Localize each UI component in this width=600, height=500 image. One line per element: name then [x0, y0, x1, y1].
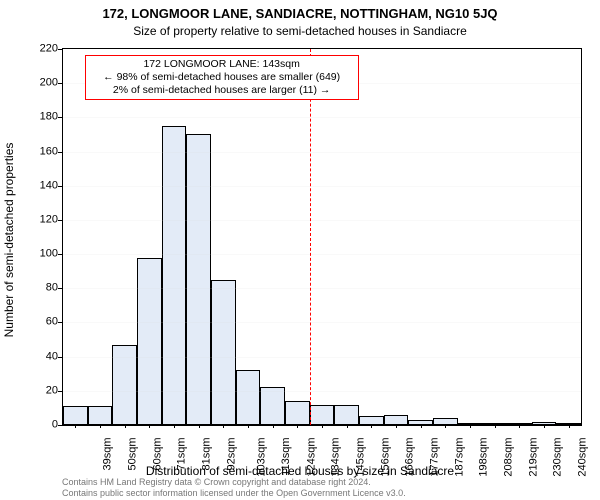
x-tick-mark: [347, 424, 348, 428]
footnote-line1: Contains HM Land Registry data © Crown c…: [62, 477, 582, 487]
y-tick-mark: [58, 220, 62, 221]
x-tick-mark: [248, 424, 249, 428]
y-tick-label: 40: [23, 351, 58, 362]
bar: [88, 406, 113, 425]
bar: [211, 280, 236, 425]
y-tick-mark: [58, 288, 62, 289]
x-axis-label: Distribution of semi-detached houses by …: [0, 464, 600, 478]
x-tick-mark: [297, 424, 298, 428]
annotation-line1: 172 LONGMOOR LANE: 143sqm: [92, 58, 352, 71]
title-main: 172, LONGMOOR LANE, SANDIACRE, NOTTINGHA…: [0, 6, 600, 21]
x-tick-mark: [421, 424, 422, 428]
y-tick-mark: [58, 152, 62, 153]
gridline: [63, 152, 581, 153]
y-tick-label: 100: [23, 249, 58, 260]
gridline: [63, 254, 581, 255]
y-tick-mark: [58, 357, 62, 358]
reference-line: [310, 49, 311, 425]
x-tick-mark: [569, 424, 570, 428]
x-tick-mark: [371, 424, 372, 428]
y-tick-label: 0: [23, 420, 58, 431]
bar: [137, 258, 162, 425]
y-tick-label: 200: [23, 78, 58, 89]
bar: [162, 126, 187, 425]
bar: [285, 401, 310, 425]
y-tick-mark: [58, 254, 62, 255]
y-tick-mark: [58, 322, 62, 323]
gridline: [63, 220, 581, 221]
x-tick-mark: [100, 424, 101, 428]
x-tick-mark: [199, 424, 200, 428]
y-tick-label: 140: [23, 180, 58, 191]
x-tick-mark: [445, 424, 446, 428]
bars-group: [63, 49, 581, 425]
x-tick-mark: [149, 424, 150, 428]
bar: [310, 405, 335, 426]
x-tick-mark: [519, 424, 520, 428]
x-tick-mark: [544, 424, 545, 428]
y-tick-mark: [58, 49, 62, 50]
y-tick-mark: [58, 425, 62, 426]
annotation-line2: ← 98% of semi-detached houses are smalle…: [92, 71, 352, 84]
x-tick-mark: [322, 424, 323, 428]
gridline: [63, 391, 581, 392]
y-tick-label: 80: [23, 283, 58, 294]
gridline: [63, 288, 581, 289]
y-tick-mark: [58, 391, 62, 392]
y-tick-label: 220: [23, 44, 58, 55]
y-tick-mark: [58, 83, 62, 84]
x-tick-mark: [174, 424, 175, 428]
y-tick-mark: [58, 186, 62, 187]
gridline: [63, 322, 581, 323]
gridline: [63, 357, 581, 358]
y-tick-label: 20: [23, 385, 58, 396]
x-tick-mark: [396, 424, 397, 428]
y-tick-label: 120: [23, 214, 58, 225]
y-tick-label: 160: [23, 146, 58, 157]
bar: [334, 405, 359, 426]
bar: [260, 387, 285, 425]
y-tick-label: 180: [23, 112, 58, 123]
x-tick-mark: [273, 424, 274, 428]
chart-container: 172, LONGMOOR LANE, SANDIACRE, NOTTINGHA…: [0, 0, 600, 500]
bar: [236, 370, 261, 425]
annotation-line3: 2% of semi-detached houses are larger (1…: [92, 84, 352, 97]
x-tick-mark: [223, 424, 224, 428]
gridline: [63, 117, 581, 118]
bar: [186, 134, 211, 425]
plot-area: 172 LONGMOOR LANE: 143sqm← 98% of semi-d…: [62, 48, 582, 426]
y-axis-label: Number of semi-detached properties: [2, 143, 16, 338]
footnote-line2: Contains public sector information licen…: [62, 488, 582, 498]
y-tick-mark: [58, 117, 62, 118]
annotation-box: 172 LONGMOOR LANE: 143sqm← 98% of semi-d…: [85, 55, 359, 100]
x-tick-mark: [495, 424, 496, 428]
title-sub: Size of property relative to semi-detach…: [0, 24, 600, 38]
y-tick-label: 60: [23, 317, 58, 328]
x-tick-mark: [75, 424, 76, 428]
gridline: [63, 186, 581, 187]
bar: [63, 406, 88, 425]
footnote: Contains HM Land Registry data © Crown c…: [62, 477, 582, 498]
x-tick-mark: [470, 424, 471, 428]
x-tick-mark: [125, 424, 126, 428]
